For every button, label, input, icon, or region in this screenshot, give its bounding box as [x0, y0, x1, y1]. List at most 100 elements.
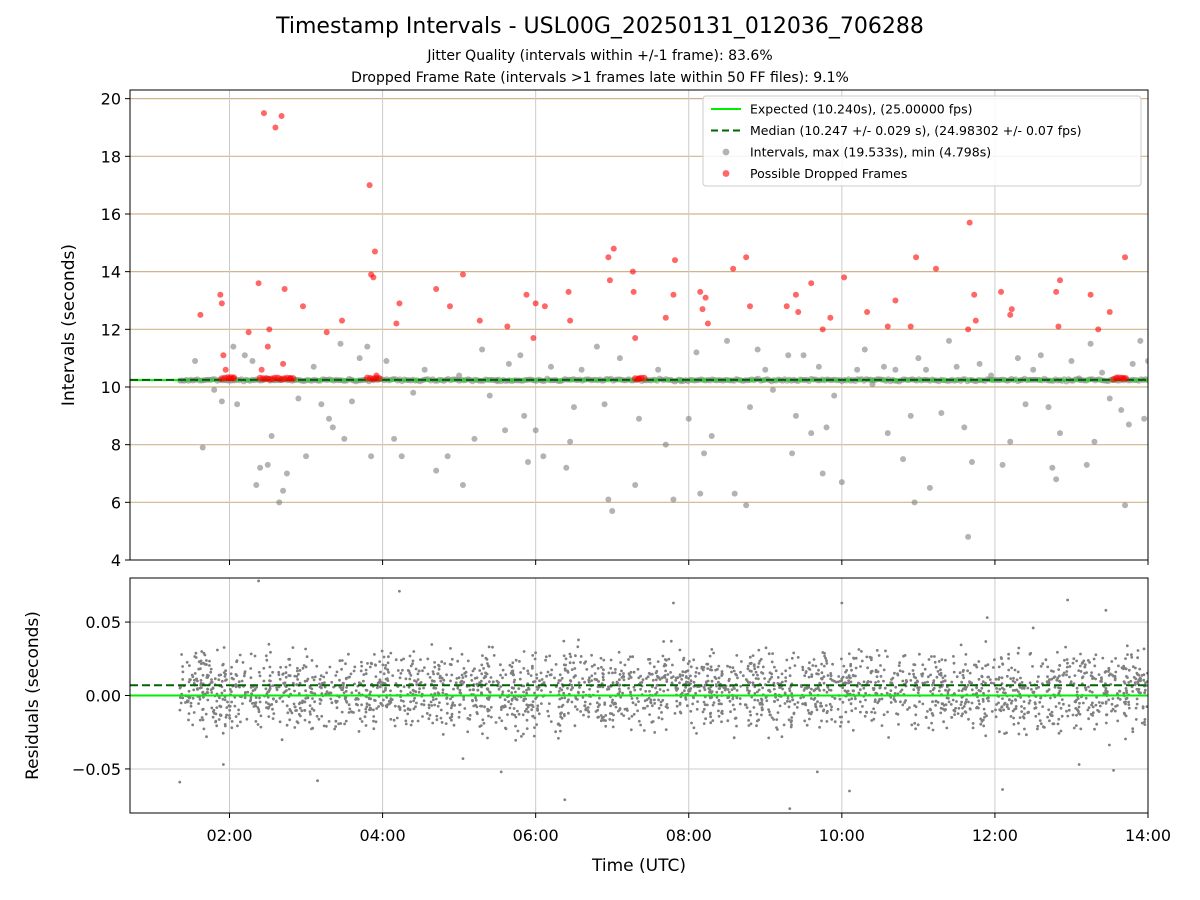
residual-point: [859, 665, 862, 668]
residual-point: [535, 676, 539, 680]
residual-point: [522, 667, 526, 670]
residual-point: [402, 699, 405, 703]
residual-point: [801, 668, 805, 672]
interval-point: [880, 363, 887, 370]
residual-point: [706, 662, 710, 666]
residual-point: [522, 690, 525, 694]
residual-point: [567, 698, 570, 702]
residual-point: [446, 702, 449, 706]
residual-point: [655, 669, 659, 673]
residual-point: [374, 675, 378, 678]
residual-point: [918, 686, 921, 689]
residual-point: [698, 689, 702, 693]
residual-point: [194, 651, 198, 655]
residual-point: [181, 678, 185, 681]
residual-point: [961, 712, 964, 716]
residual-point: [1018, 716, 1022, 719]
interval-point: [456, 372, 463, 379]
residual-point: [934, 700, 938, 703]
residual-point: [562, 639, 566, 643]
residual-point: [1039, 664, 1043, 668]
residual-point: [546, 670, 550, 674]
residual-point: [180, 653, 184, 656]
residual-point: [627, 717, 631, 720]
residual-point: [278, 696, 282, 700]
residual-point: [731, 666, 735, 670]
interval-point: [605, 496, 612, 503]
residual-point: [656, 675, 660, 679]
residual-point: [486, 709, 490, 713]
residual-point: [885, 691, 889, 695]
residual-point: [250, 692, 254, 695]
residual-point: [816, 685, 820, 689]
residual-point: [420, 702, 423, 706]
residual-point: [772, 681, 776, 685]
residual-point: [654, 686, 657, 690]
residual-point: [838, 697, 842, 701]
dropped-frame-point: [476, 317, 483, 324]
residual-point: [1090, 690, 1094, 694]
residual-point: [614, 668, 617, 671]
residual-point: [417, 690, 421, 694]
residual-point: [426, 657, 430, 661]
residual-point: [758, 659, 762, 663]
residual-point: [522, 650, 526, 653]
residual-point: [259, 714, 263, 718]
residual-point: [491, 680, 495, 684]
residual-point: [268, 674, 272, 678]
residual-point: [373, 698, 376, 702]
residual-point: [308, 704, 312, 707]
residual-point: [611, 718, 615, 722]
residual-point: [295, 709, 298, 712]
residual-point: [239, 720, 242, 724]
residual-point: [451, 701, 455, 705]
residual-point: [757, 648, 761, 652]
residual-point: [1062, 673, 1065, 677]
interval-point: [789, 450, 796, 457]
residual-point: [708, 712, 712, 716]
residual-point: [756, 665, 760, 669]
residual-point: [547, 702, 551, 705]
residual-point: [1064, 645, 1067, 649]
residual-point: [954, 706, 957, 710]
residual-point: [1127, 703, 1131, 706]
residual-point: [648, 713, 651, 716]
interval-point: [505, 360, 512, 367]
residual-point: [955, 675, 959, 679]
residual-point: [618, 678, 621, 682]
interval-point: [743, 502, 750, 509]
residual-point: [1001, 788, 1004, 791]
residual-point: [726, 719, 730, 723]
residual-point: [650, 672, 654, 676]
legend-label: Expected (10.240s), (25.00000 fps): [750, 102, 972, 117]
residual-point: [785, 699, 789, 703]
residual-point: [460, 673, 464, 677]
residual-point: [653, 731, 657, 734]
residual-point: [1057, 717, 1061, 721]
residual-point: [1049, 696, 1052, 700]
residual-point: [364, 672, 368, 676]
residual-point: [768, 677, 772, 681]
residual-point: [344, 676, 348, 680]
residual-point: [960, 700, 963, 704]
residual-point: [864, 691, 867, 695]
residual-point: [571, 686, 574, 690]
intervals-y-tick-label: 18: [101, 147, 121, 166]
residual-point: [767, 680, 770, 684]
residual-point: [352, 711, 355, 714]
residual-point: [780, 735, 784, 739]
residual-point: [449, 679, 452, 683]
residual-point: [399, 699, 403, 702]
residual-point: [1104, 670, 1108, 673]
residual-point: [674, 685, 678, 689]
residual-point: [518, 660, 521, 663]
residual-point: [432, 698, 435, 702]
residual-point: [1124, 737, 1127, 741]
residual-point: [1091, 677, 1094, 680]
residual-point: [279, 665, 282, 669]
residual-point: [1133, 681, 1137, 685]
residuals-y-axis-label: Residuals (seconds): [23, 611, 43, 780]
interval-point: [1145, 358, 1148, 365]
residual-point: [414, 667, 418, 671]
residual-point: [485, 687, 489, 691]
